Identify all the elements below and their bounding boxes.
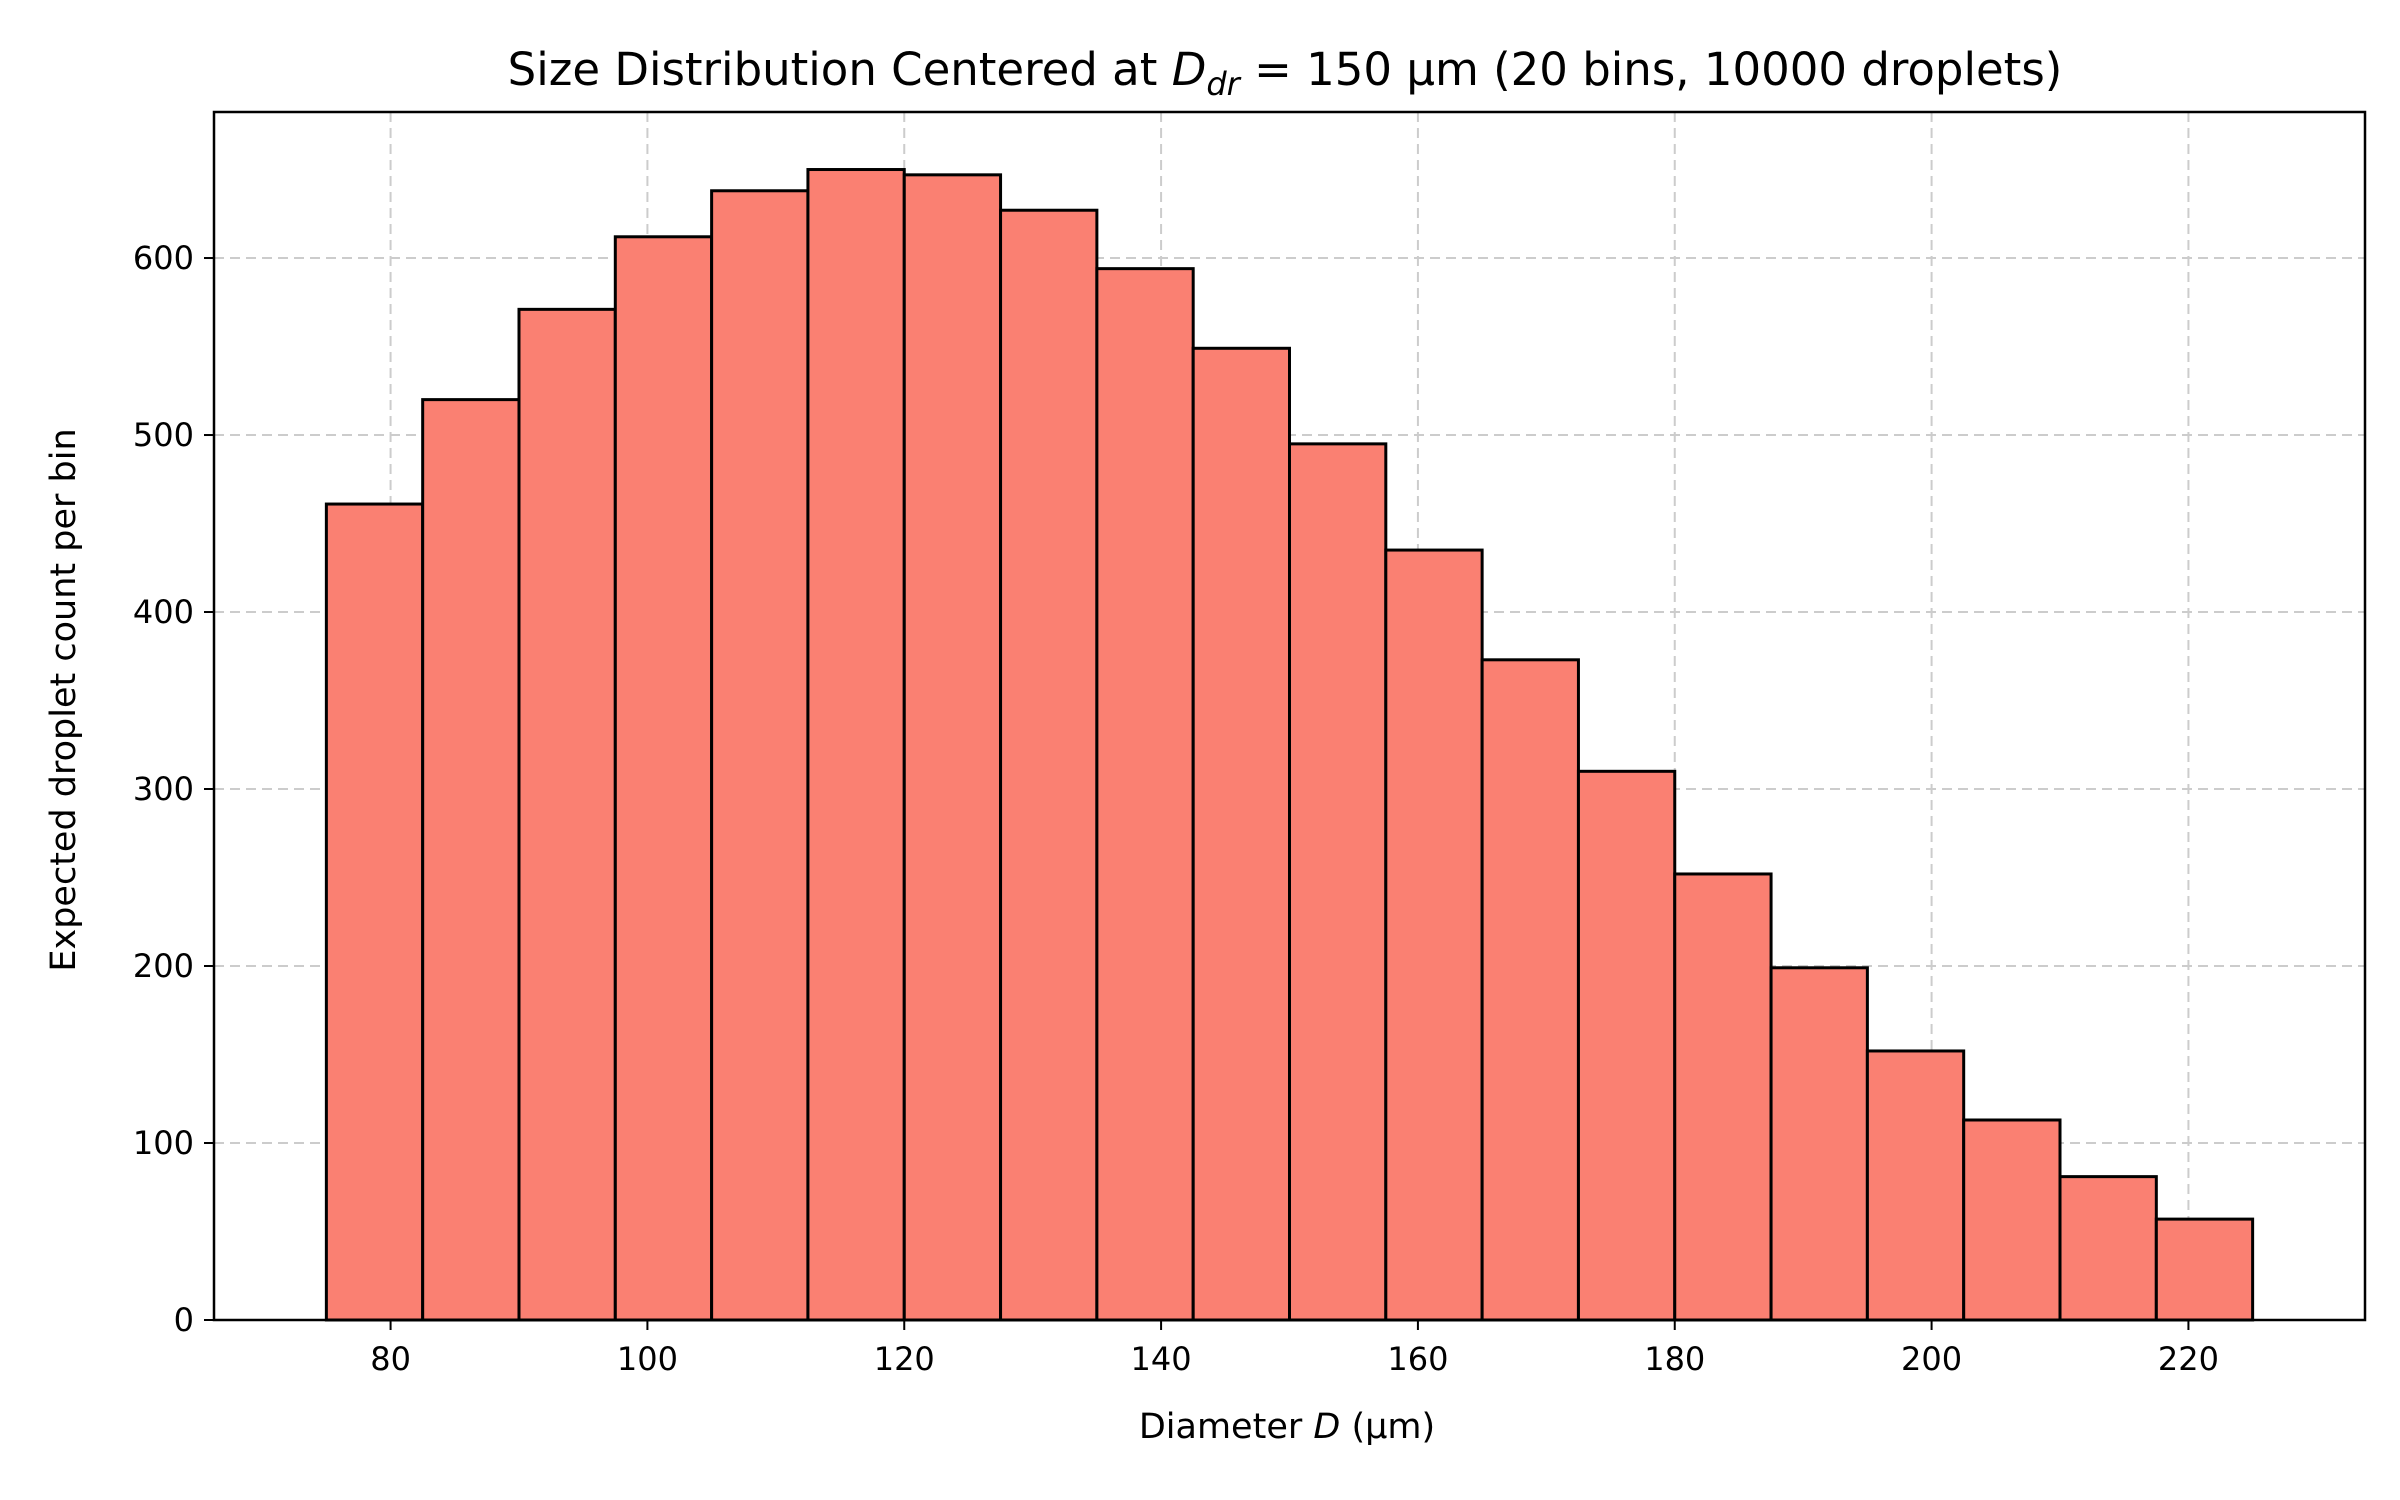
y-tick-label: 100 [133, 1124, 194, 1162]
histogram-bar [1962, 1118, 2062, 1322]
histogram-bar [2058, 1175, 2158, 1322]
histogram-bar [324, 502, 425, 1322]
histogram-bar [613, 235, 714, 1322]
x-axis-ticks: 80 100 120 140 160 180 200 220 [370, 1320, 2219, 1378]
histogram-bar [806, 168, 906, 1322]
y-axis-ticks: 0 100 200 300 400 500 600 [133, 239, 214, 1339]
x-tick-label: 220 [2158, 1340, 2219, 1378]
y-tick-label: 200 [133, 947, 194, 985]
axes-frame [212, 110, 2367, 1322]
x-tick-label: 140 [1131, 1340, 1192, 1378]
histogram-bar [421, 398, 521, 1322]
y-axis-label: Expected droplet count per bin [44, 428, 84, 971]
x-axis-label: Diameter D (μm) [1139, 1407, 1435, 1447]
histogram-bar [1673, 872, 1773, 1322]
histogram-bar [1384, 548, 1484, 1322]
histogram-bar [1288, 442, 1388, 1322]
histogram-bar [517, 307, 617, 1322]
histogram-bar [2154, 1217, 2255, 1322]
histogram-bar [902, 173, 1003, 1322]
x-tick-label: 200 [1901, 1340, 1962, 1378]
x-tick-label: 120 [874, 1340, 935, 1378]
histogram-bar [1769, 966, 1869, 1322]
x-tick-label: 180 [1644, 1340, 1705, 1378]
y-tick-label: 500 [133, 416, 194, 454]
y-tick-label: 0 [174, 1301, 194, 1339]
histogram-bar [1480, 658, 1580, 1322]
x-tick-label: 100 [617, 1340, 678, 1378]
bars [324, 168, 2255, 1322]
chart-title: Size Distribution Centered at Ddr = 150 … [508, 43, 2063, 103]
y-tick-label: 300 [133, 770, 194, 808]
histogram-bar [1865, 1049, 1966, 1322]
x-tick-label: 160 [1387, 1340, 1448, 1378]
histogram-bar [1576, 769, 1677, 1322]
y-tick-label: 600 [133, 239, 194, 277]
histogram-bar [999, 208, 1099, 1322]
y-tick-label: 400 [133, 593, 194, 631]
histogram-bar [1191, 346, 1291, 1322]
histogram-bar [710, 189, 810, 1322]
histogram-bar [1095, 267, 1195, 1322]
x-tick-label: 80 [370, 1340, 411, 1378]
